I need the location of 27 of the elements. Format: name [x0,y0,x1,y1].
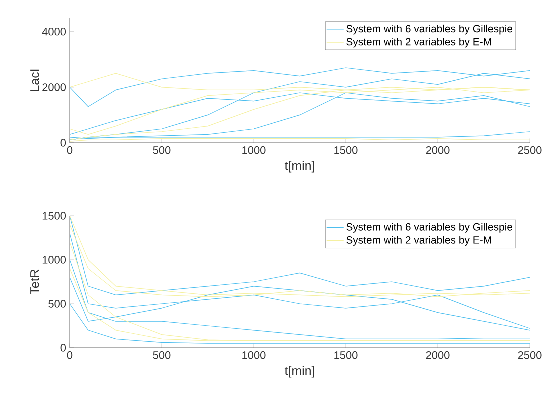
y-tick-label: 0 [60,139,66,147]
x-tick-label: 1500 [334,146,358,154]
y-tick-label: 500 [48,300,66,308]
legend-label: System with 2 variables by E-M [346,236,492,246]
y-tick-label: 0 [60,344,66,352]
x-tick-label: 500 [153,352,171,360]
legend-label: System with 2 variables by E-M [346,38,492,48]
x-tick-label: 2500 [518,352,542,360]
x-tick-label: 2000 [426,352,450,360]
x-tick-label: 0 [67,352,73,360]
y-tick-label: 4000 [42,28,66,36]
y-tick-label: 2000 [42,84,66,92]
x-tick-label: 1000 [242,146,266,154]
x-axis-title: t[min] [284,161,314,173]
y-tick-label: 1500 [42,212,66,220]
legend-label: System with 6 variables by Gillespie [346,223,513,233]
y-tick-label: 1000 [42,256,66,264]
y-axis-title: LacI [30,70,40,92]
x-tick-label: 500 [153,146,171,154]
x-tick-label: 2500 [518,146,542,154]
legend-label: System with 6 variables by Gillespie [346,24,513,35]
x-tick-label: 1500 [334,352,358,360]
x-tick-label: 1000 [242,352,266,360]
y-axis-title: TetR [30,270,40,295]
x-tick-label: 0 [67,146,73,154]
x-axis-title: t[min] [284,366,314,378]
x-tick-label: 2000 [426,146,450,154]
